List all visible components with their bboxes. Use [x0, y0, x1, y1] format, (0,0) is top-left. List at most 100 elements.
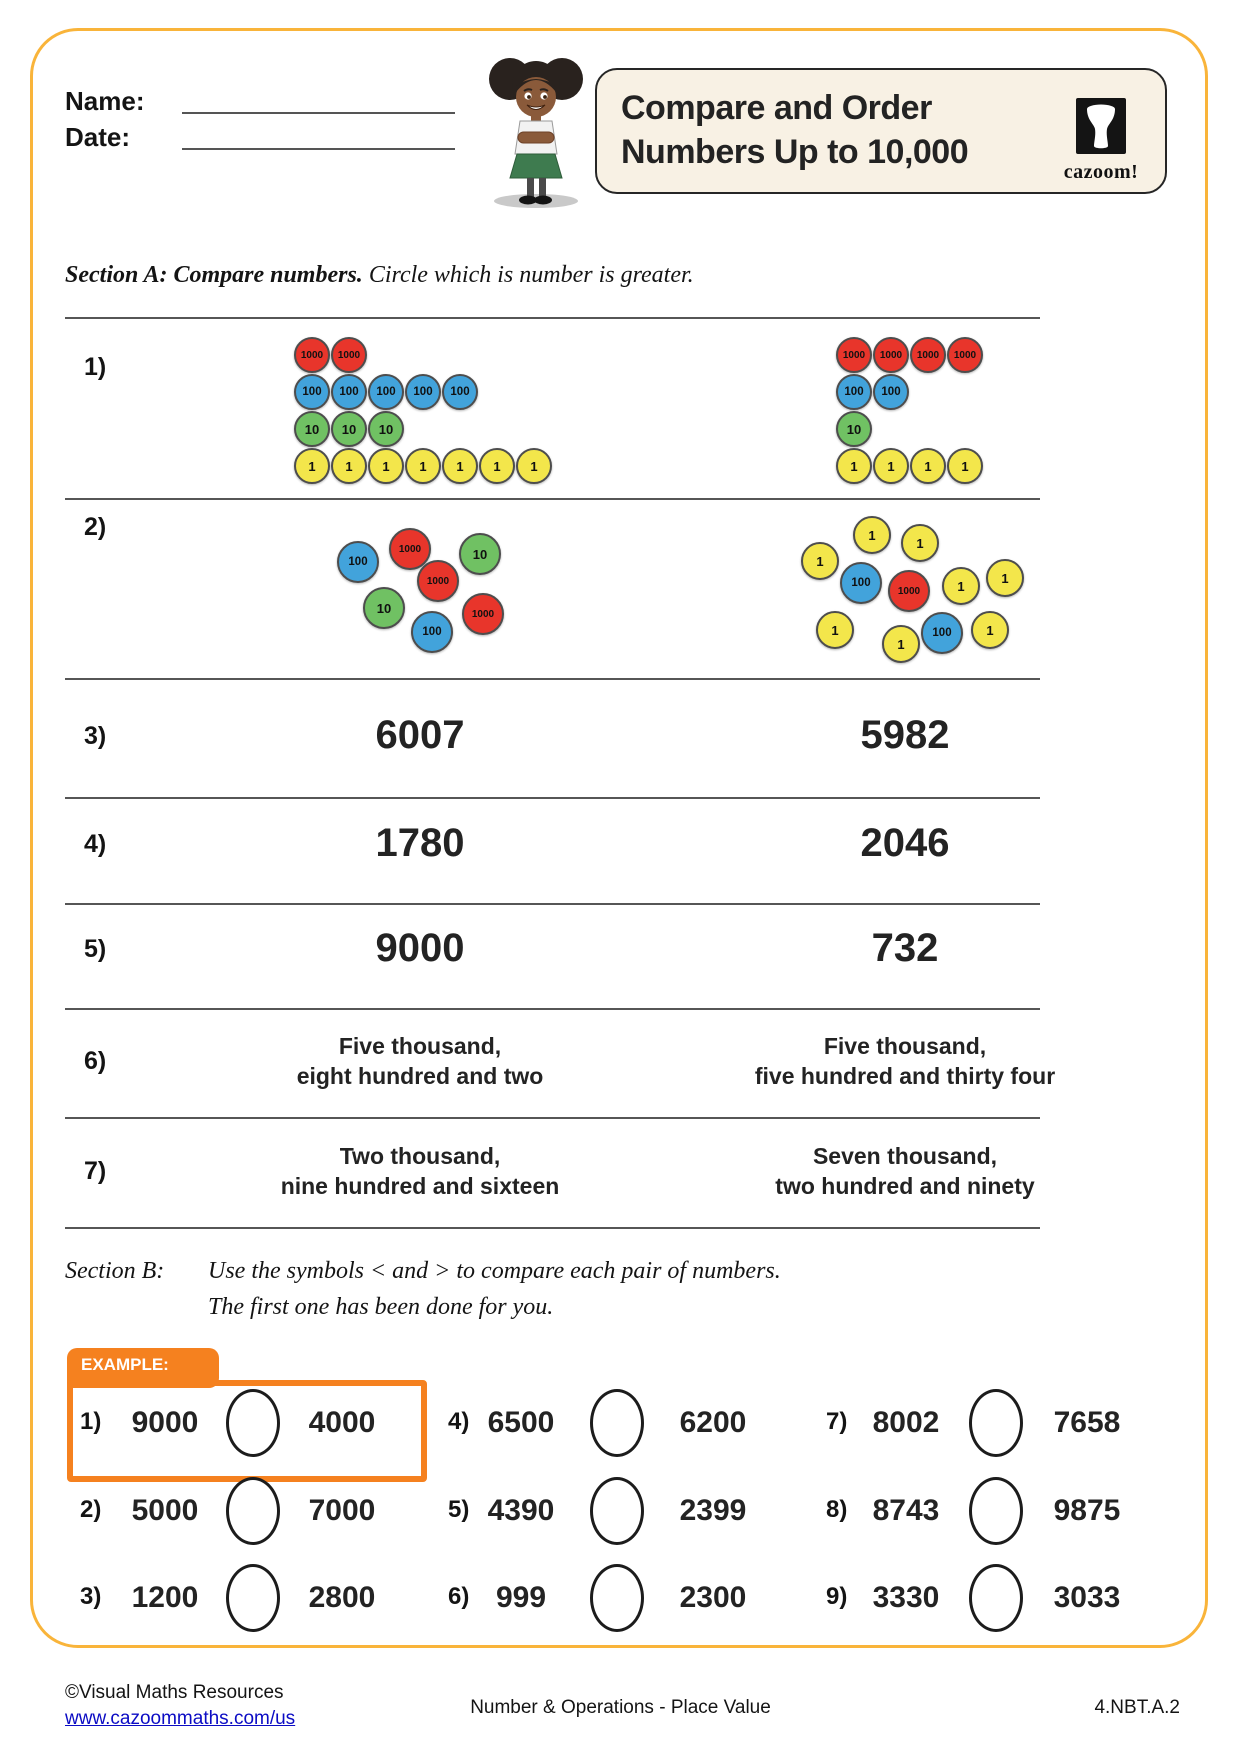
- footer-website-link[interactable]: www.cazoommaths.com/us: [65, 1708, 296, 1729]
- q1-left-option[interactable]: 1000 1000 100 100 100 100 100 10 10 10 1 1 1 1 1 1 1: [294, 337, 552, 484]
- q6-right-line2: five hundred and thirty four: [754, 1063, 1056, 1089]
- q5-left-option[interactable]: 9000: [375, 926, 465, 970]
- sb-item-5-label: 5): [448, 1496, 470, 1523]
- counter-row-10: 10 10 10: [294, 411, 552, 447]
- sb-right-number: 2399: [679, 1494, 747, 1527]
- counter-1000-red: 1000: [873, 337, 909, 373]
- worksheet-title-line1: Compare and Order: [621, 89, 932, 127]
- counter-1000-red: 1000: [836, 337, 872, 373]
- counter-100-blue: 100: [405, 374, 441, 410]
- comparison-symbol-circle[interactable]: [226, 1477, 280, 1545]
- comparison-symbol-circle[interactable]: [590, 1477, 644, 1545]
- counter-100-blue: 100: [337, 541, 379, 583]
- sb-right-number: 9875: [1053, 1494, 1121, 1527]
- q5-right-option[interactable]: 732: [871, 926, 939, 970]
- sb-left-number: 6500: [487, 1406, 555, 1439]
- counter-1-yellow: 1: [294, 448, 330, 484]
- sb-right-number: 4000: [308, 1406, 376, 1439]
- comparison-symbol-circle[interactable]: [226, 1564, 280, 1632]
- section-a-heading-bold: Section A: Compare numbers.: [65, 262, 363, 288]
- drum-icon: [1076, 98, 1126, 154]
- q7-right-option[interactable]: Seven thousand, two hundred and ninety: [685, 1141, 1125, 1201]
- divider: [65, 498, 1040, 500]
- counter-1000-red: 1000: [462, 593, 504, 635]
- q6-right-line1: Five thousand,: [823, 1033, 987, 1059]
- q6-label: 6): [84, 1047, 107, 1075]
- counter-1-yellow: 1: [816, 611, 854, 649]
- sb-item-6-label: 6): [448, 1583, 470, 1610]
- comparison-symbol-circle[interactable]: [226, 1389, 280, 1457]
- q1-right-option[interactable]: 1000 1000 1000 1000 100 100 10 1 1 1 1: [836, 337, 983, 484]
- counter-1000-red: 1000: [294, 337, 330, 373]
- counter-row-100: 100 100 100 100 100: [294, 374, 552, 410]
- sb-item-8-label: 8): [826, 1496, 848, 1523]
- q6-right-option[interactable]: Five thousand, five hundred and thirty f…: [685, 1031, 1125, 1091]
- q4-right-option[interactable]: 2046: [860, 821, 950, 865]
- counter-1-yellow: 1: [882, 625, 920, 663]
- counter-row-10: 10: [836, 411, 983, 447]
- section-a-heading: Section A: Compare numbers. Circle which…: [65, 262, 694, 289]
- counter-1000-red: 1000: [331, 337, 367, 373]
- q3-left-option[interactable]: 6007: [375, 713, 465, 757]
- sb-item-3-label: 3): [80, 1583, 102, 1610]
- counter-100-blue: 100: [331, 374, 367, 410]
- counter-10-green: 10: [368, 411, 404, 447]
- date-line[interactable]: [182, 148, 455, 150]
- counter-1000-red: 1000: [910, 337, 946, 373]
- divider: [65, 1117, 1040, 1119]
- q7-left-option[interactable]: Two thousand, nine hundred and sixteen: [230, 1141, 610, 1201]
- q4-label: 4): [84, 830, 107, 858]
- counter-1-yellow: 1: [405, 448, 441, 484]
- sb-item-4-label: 4): [448, 1408, 470, 1435]
- sb-right-number: 7658: [1053, 1406, 1121, 1439]
- q4-left-option[interactable]: 1780: [375, 821, 465, 865]
- sb-left-number: 999: [495, 1581, 547, 1614]
- footer-copyright: ©Visual Maths Resources: [65, 1682, 284, 1703]
- counter-1-yellow: 1: [853, 516, 891, 554]
- counter-1-yellow: 1: [901, 524, 939, 562]
- counter-100-blue: 100: [873, 374, 909, 410]
- comparison-symbol-circle[interactable]: [969, 1477, 1023, 1545]
- worksheet-title-box: Compare and Order Numbers Up to 10,000 c…: [595, 68, 1167, 194]
- counter-row-100: 100 100: [836, 374, 983, 410]
- counter-1000-red: 1000: [947, 337, 983, 373]
- comparison-symbol-circle[interactable]: [969, 1564, 1023, 1632]
- name-line[interactable]: [182, 112, 455, 114]
- sb-right-number: 6200: [679, 1406, 747, 1439]
- counter-100-blue: 100: [442, 374, 478, 410]
- q3-right-option[interactable]: 5982: [860, 713, 950, 757]
- q3-label: 3): [84, 722, 107, 750]
- sb-left-number: 3330: [872, 1581, 940, 1614]
- counter-1-yellow: 1: [801, 542, 839, 580]
- footer-standard-code: 4.NBT.A.2: [1094, 1697, 1180, 1718]
- divider: [65, 903, 1040, 905]
- section-b-instruction-line1: Use the symbols < and > to compare each …: [208, 1258, 781, 1284]
- sb-item-2-label: 2): [80, 1496, 102, 1523]
- counter-10-green: 10: [294, 411, 330, 447]
- page-border-frame: [30, 28, 1208, 1648]
- q5-label: 5): [84, 935, 107, 963]
- counter-1-yellow: 1: [331, 448, 367, 484]
- counter-10-green: 10: [459, 533, 501, 575]
- sb-left-number: 9000: [131, 1406, 199, 1439]
- section-b-heading-label: Section B:: [65, 1258, 165, 1284]
- counter-1000-red: 1000: [417, 560, 459, 602]
- counter-1-yellow: 1: [873, 448, 909, 484]
- counter-10-green: 10: [331, 411, 367, 447]
- q2-label: 2): [84, 513, 107, 541]
- counter-1-yellow: 1: [947, 448, 983, 484]
- q6-left-option[interactable]: Five thousand, eight hundred and two: [230, 1031, 610, 1091]
- counter-100-blue: 100: [836, 374, 872, 410]
- counter-1-yellow: 1: [368, 448, 404, 484]
- divider: [65, 1008, 1040, 1010]
- comparison-symbol-circle[interactable]: [969, 1389, 1023, 1457]
- comparison-symbol-circle[interactable]: [590, 1564, 644, 1632]
- name-label: Name:: [65, 86, 145, 116]
- sb-right-number: 2800: [308, 1581, 376, 1614]
- counter-1-yellow: 1: [836, 448, 872, 484]
- counter-1-yellow: 1: [442, 448, 478, 484]
- comparison-symbol-circle[interactable]: [590, 1389, 644, 1457]
- sb-left-number: 5000: [131, 1494, 199, 1527]
